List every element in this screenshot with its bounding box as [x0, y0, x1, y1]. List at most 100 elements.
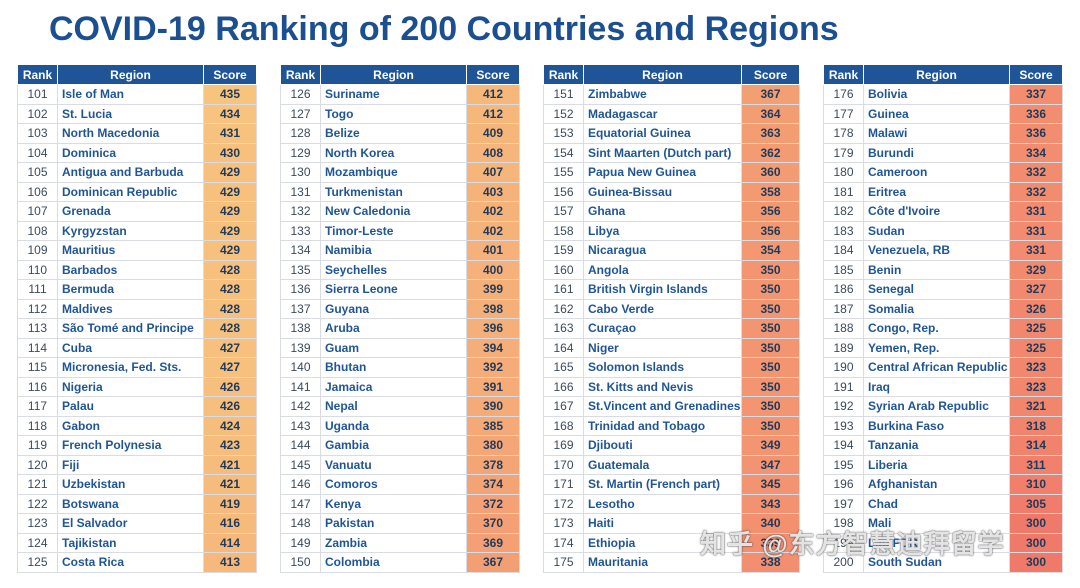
region-cell: Congo, Rep. [863, 318, 1010, 339]
score-cell: 414 [203, 533, 257, 553]
rank-cell: 110 [17, 260, 58, 280]
region-cell: Bhutan [320, 357, 467, 378]
rank-cell: 148 [280, 513, 321, 534]
table-row: 185 Benin 329 [823, 260, 1063, 280]
rank-cell: 123 [17, 513, 58, 534]
score-cell: 345 [741, 474, 800, 495]
score-cell: 354 [741, 240, 800, 261]
rank-cell: 129 [280, 143, 321, 163]
score-cell: 421 [203, 455, 257, 475]
region-cell: Madagascar [583, 104, 742, 124]
rank-cell: 138 [280, 318, 321, 339]
table-row: 120 Fiji 421 [17, 455, 257, 475]
table-row: 135 Seychelles 400 [280, 260, 520, 280]
score-cell: 325 [1009, 318, 1063, 339]
score-cell: 367 [466, 552, 520, 573]
region-cell: Pakistan [320, 513, 467, 534]
region-cell: Guyana [320, 299, 467, 319]
region-cell: Barbados [57, 260, 204, 280]
table-row: 169 Djibouti 349 [543, 435, 800, 456]
region-cell: Ghana [583, 201, 742, 222]
table-row: 115 Micronesia, Fed. Sts. 427 [17, 357, 257, 378]
rank-cell: 142 [280, 396, 321, 417]
table-row: 134 Namibia 401 [280, 240, 520, 261]
table-row: 170 Guatemala 347 [543, 455, 800, 475]
rank-cell: 195 [823, 455, 864, 475]
rank-cell: 121 [17, 474, 58, 495]
score-cell: 412 [466, 104, 520, 124]
rank-cell: 118 [17, 416, 58, 436]
region-cell: Comoros [320, 474, 467, 495]
table-row: 117 Palau 426 [17, 396, 257, 417]
rank-cell: 173 [543, 513, 584, 534]
table-row: 151 Zimbabwe 367 [543, 84, 800, 105]
score-cell: 400 [466, 260, 520, 280]
table-row: 107 Grenada 429 [17, 201, 257, 222]
region-cell: Uganda [320, 416, 467, 436]
rank-cell: 115 [17, 357, 58, 378]
region-cell: São Tomé and Principe [57, 318, 204, 339]
region-cell: El Salvador [57, 513, 204, 534]
table-row: 110 Barbados 428 [17, 260, 257, 280]
table-row: 136 Sierra Leone 399 [280, 279, 520, 300]
region-cell: Turkmenistan [320, 182, 467, 202]
score-cell: 413 [203, 552, 257, 573]
score-cell: 358 [741, 182, 800, 202]
region-cell: Equatorial Guinea [583, 123, 742, 144]
table-row: 168 Trinidad and Tobago 350 [543, 416, 800, 436]
table-row: 191 Iraq 323 [823, 377, 1063, 397]
score-cell: 407 [466, 162, 520, 183]
rank-cell: 192 [823, 396, 864, 417]
table-row: 128 Belize 409 [280, 123, 520, 144]
score-cell: 350 [741, 338, 800, 358]
score-cell: 369 [466, 533, 520, 553]
rank-header: Rank [823, 64, 864, 85]
table-row: 144 Gambia 380 [280, 435, 520, 456]
table-row: 116 Nigeria 426 [17, 377, 257, 397]
page-title: COVID-19 Ranking of 200 Countries and Re… [49, 10, 839, 48]
region-cell: St.Vincent and Grenadines [583, 396, 742, 417]
rank-cell: 158 [543, 221, 584, 241]
region-cell: Vanuatu [320, 455, 467, 475]
rank-cell: 104 [17, 143, 58, 163]
region-cell: Bolivia [863, 84, 1010, 105]
table-row: 130 Mozambique 407 [280, 162, 520, 183]
table-row: 124 Tajikistan 414 [17, 533, 257, 553]
score-cell: 350 [741, 299, 800, 319]
score-cell: 390 [466, 396, 520, 417]
rank-cell: 114 [17, 338, 58, 358]
rank-cell: 180 [823, 162, 864, 183]
region-cell: Curaçao [583, 318, 742, 339]
rank-cell: 183 [823, 221, 864, 241]
region-cell: Kyrgyzstan [57, 221, 204, 241]
region-cell: Mali [863, 513, 1010, 534]
table-row: 159 Nicaragua 354 [543, 240, 800, 261]
score-cell: 339 [741, 533, 800, 553]
region-cell: Zambia [320, 533, 467, 553]
rank-cell: 103 [17, 123, 58, 144]
region-cell: Micronesia, Fed. Sts. [57, 357, 204, 378]
score-cell: 401 [466, 240, 520, 261]
table-row: 199 Lao PDR 300 [823, 533, 1063, 553]
region-cell: Jamaica [320, 377, 467, 397]
region-cell: Nepal [320, 396, 467, 417]
rank-cell: 165 [543, 357, 584, 378]
rank-cell: 159 [543, 240, 584, 261]
score-cell: 429 [203, 221, 257, 241]
rank-cell: 132 [280, 201, 321, 222]
table-row: 114 Cuba 427 [17, 338, 257, 358]
score-cell: 336 [1009, 123, 1063, 144]
score-cell: 392 [466, 357, 520, 378]
score-cell: 318 [1009, 416, 1063, 436]
score-cell: 305 [1009, 494, 1063, 514]
region-cell: Central African Republic [863, 357, 1010, 378]
rank-cell: 139 [280, 338, 321, 358]
score-cell: 349 [741, 435, 800, 456]
table-row: 163 Curaçao 350 [543, 318, 800, 339]
rank-cell: 131 [280, 182, 321, 202]
region-cell: Tajikistan [57, 533, 204, 553]
region-cell: Gabon [57, 416, 204, 436]
rank-cell: 172 [543, 494, 584, 514]
rank-cell: 128 [280, 123, 321, 144]
table-row: 172 Lesotho 343 [543, 494, 800, 514]
